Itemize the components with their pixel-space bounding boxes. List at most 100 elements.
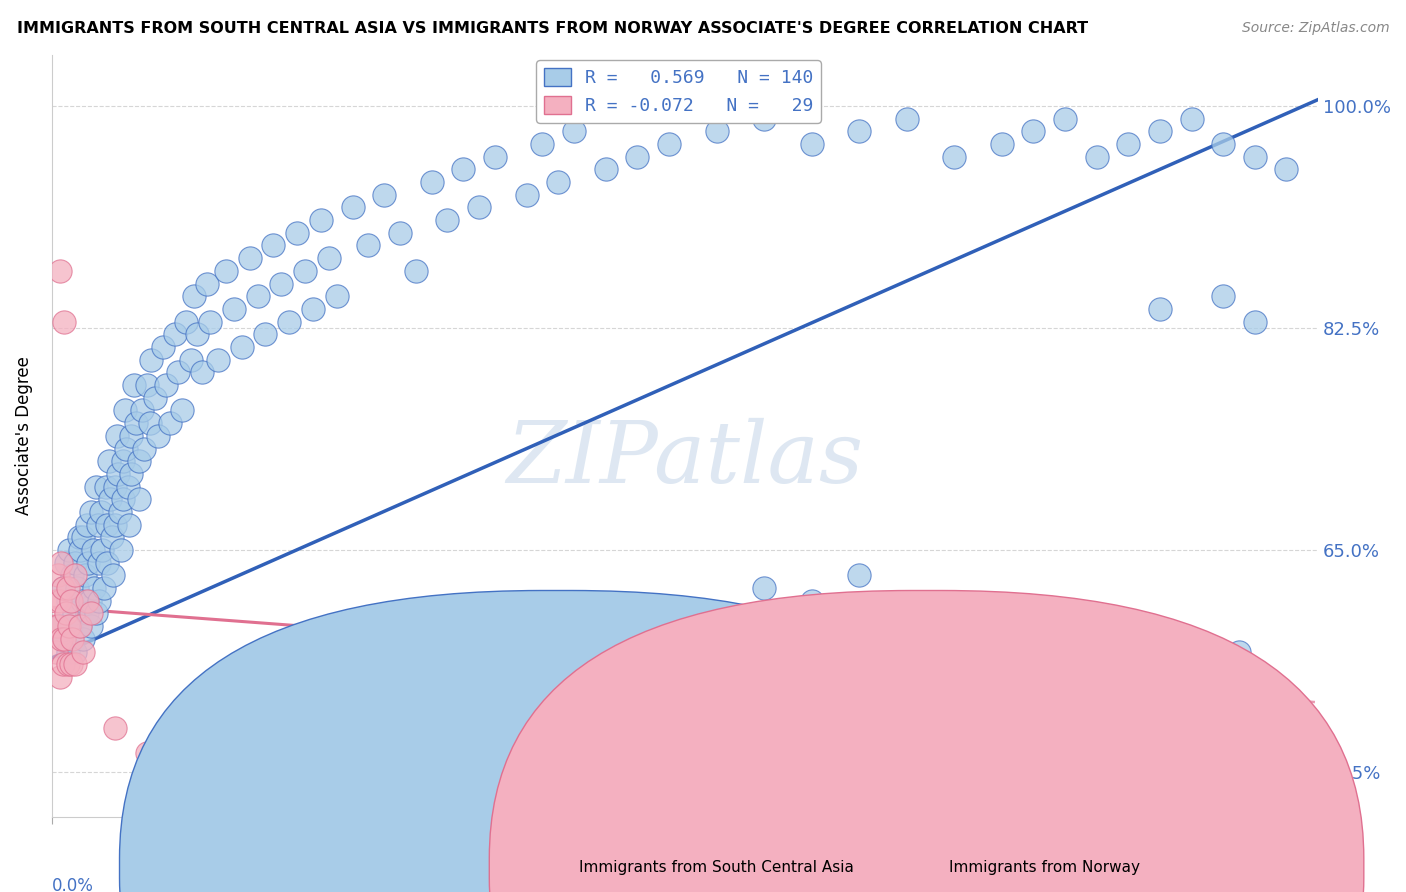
Point	[516, 187, 538, 202]
Point	[658, 136, 681, 151]
Point	[222, 301, 245, 316]
Point	[89, 556, 111, 570]
Point	[56, 657, 79, 672]
Point	[52, 581, 75, 595]
Point	[531, 136, 554, 151]
Point	[388, 226, 411, 240]
Point	[1180, 657, 1202, 672]
Point	[63, 607, 86, 621]
Point	[405, 264, 427, 278]
Text: Immigrants from Norway: Immigrants from Norway	[949, 861, 1140, 875]
Point	[342, 201, 364, 215]
Point	[72, 644, 94, 658]
Point	[59, 619, 82, 633]
Point	[155, 378, 177, 392]
Point	[60, 632, 83, 646]
Point	[124, 416, 146, 430]
Point	[52, 581, 75, 595]
Point	[101, 530, 124, 544]
Point	[117, 480, 139, 494]
Point	[285, 226, 308, 240]
Point	[80, 505, 103, 519]
Point	[373, 187, 395, 202]
Point	[139, 416, 162, 430]
Point	[848, 124, 870, 138]
Point	[44, 619, 66, 633]
Point	[69, 543, 91, 558]
Point	[76, 517, 98, 532]
Point	[107, 467, 129, 481]
Point	[72, 632, 94, 646]
Point	[231, 340, 253, 354]
Point	[82, 543, 104, 558]
Point	[128, 454, 150, 468]
Point	[1212, 136, 1234, 151]
Point	[294, 264, 316, 278]
Point	[84, 607, 107, 621]
Point	[104, 721, 127, 735]
Point	[1116, 657, 1139, 672]
Point	[180, 352, 202, 367]
Point	[76, 594, 98, 608]
Point	[91, 543, 114, 558]
Point	[143, 391, 166, 405]
Point	[1022, 124, 1045, 138]
Point	[453, 162, 475, 177]
Point	[48, 264, 70, 278]
Point	[94, 480, 117, 494]
Point	[1243, 150, 1265, 164]
Point	[183, 289, 205, 303]
Point	[76, 607, 98, 621]
Point	[97, 454, 120, 468]
Point	[128, 492, 150, 507]
Point	[468, 201, 491, 215]
Point	[111, 454, 134, 468]
Point	[152, 340, 174, 354]
Point	[80, 619, 103, 633]
Point	[1053, 112, 1076, 126]
Point	[848, 568, 870, 582]
Point	[108, 505, 131, 519]
Point	[65, 657, 87, 672]
Point	[146, 429, 169, 443]
Point	[706, 124, 728, 138]
Point	[103, 568, 125, 582]
Point	[65, 568, 87, 582]
Point	[83, 581, 105, 595]
Point	[318, 251, 340, 265]
Point	[115, 442, 138, 456]
Point	[104, 480, 127, 494]
Point	[357, 238, 380, 252]
Point	[131, 403, 153, 417]
Point	[436, 213, 458, 227]
Y-axis label: Associate's Degree: Associate's Degree	[15, 357, 32, 516]
Point	[800, 136, 823, 151]
Point	[48, 670, 70, 684]
Point	[1085, 150, 1108, 164]
Text: 0.0%: 0.0%	[52, 878, 94, 892]
Point	[167, 365, 190, 379]
Point	[72, 530, 94, 544]
Point	[270, 277, 292, 291]
Point	[53, 315, 76, 329]
Point	[159, 416, 181, 430]
Point	[56, 594, 79, 608]
Point	[800, 594, 823, 608]
Point	[207, 352, 229, 367]
Point	[752, 112, 775, 126]
Point	[1116, 136, 1139, 151]
Point	[195, 277, 218, 291]
Point	[246, 289, 269, 303]
Point	[484, 150, 506, 164]
Point	[46, 568, 69, 582]
Point	[73, 568, 96, 582]
Text: Source: ZipAtlas.com: Source: ZipAtlas.com	[1241, 21, 1389, 36]
Point	[595, 162, 617, 177]
Point	[111, 492, 134, 507]
Point	[58, 619, 80, 633]
Point	[45, 644, 67, 658]
Point	[990, 136, 1012, 151]
Point	[420, 175, 443, 189]
Text: Immigrants from South Central Asia: Immigrants from South Central Asia	[579, 861, 855, 875]
Point	[198, 315, 221, 329]
